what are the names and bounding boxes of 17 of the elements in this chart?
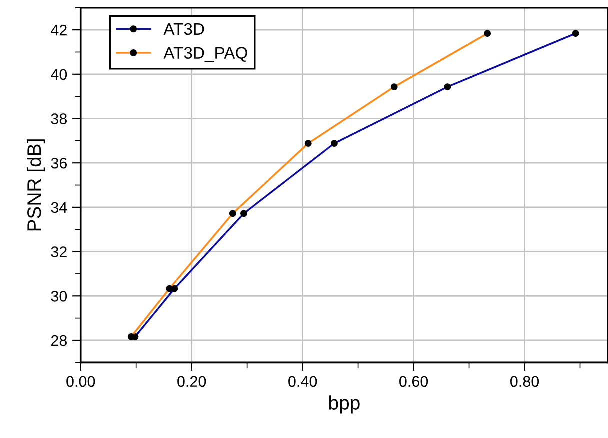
y-tick-label: 40 bbox=[51, 69, 68, 80]
y-tick-label: 34 bbox=[51, 202, 68, 214]
x-tick-label: 0.40 bbox=[288, 376, 318, 388]
y-tick-label: 38 bbox=[51, 114, 68, 124]
x-tick-label: 0.00 bbox=[66, 376, 96, 388]
legend-label: AT3D bbox=[164, 23, 204, 36]
legend-label: AT3D_PAQ bbox=[164, 47, 248, 62]
x-tick-label: 0.60 bbox=[400, 376, 428, 388]
x-axis-title: bpp bbox=[329, 396, 360, 414]
y-tick-label: 32 bbox=[51, 246, 67, 258]
y-tick-label: 42 bbox=[51, 24, 67, 36]
x-tick-label: 0.20 bbox=[178, 376, 206, 388]
y-tick-label: 36 bbox=[51, 158, 67, 169]
y-tick-label: 28 bbox=[51, 335, 68, 346]
y-tick-label: 30 bbox=[51, 291, 68, 302]
y-axis-title: PSNR [dB] bbox=[26, 140, 46, 231]
x-tick-label: 0.80 bbox=[510, 376, 540, 388]
